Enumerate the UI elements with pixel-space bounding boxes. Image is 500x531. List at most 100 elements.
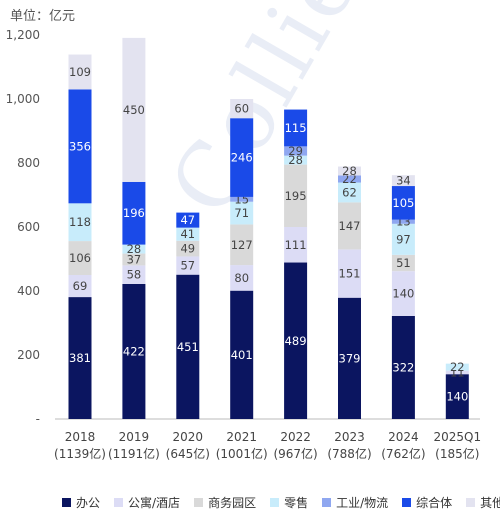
legend-swatch (322, 498, 332, 507)
bar-segment (338, 297, 361, 419)
data-label: 401 (231, 348, 253, 362)
bar-segment (68, 275, 92, 298)
x-tick-sublabel: (1001亿) (216, 446, 268, 461)
bar-segment (122, 244, 146, 254)
legend-label: 公寓/酒店 (128, 496, 181, 510)
bar-segment (230, 224, 254, 266)
legend: 办公 公寓/酒店 商务园区 零售 工业/物流 综合体 其他 (62, 494, 500, 511)
bar-segment (391, 315, 415, 419)
bar-segment (445, 363, 469, 371)
data-label: 57 (180, 259, 195, 273)
y-tick-label: 1,200 (6, 28, 40, 42)
legend-item: 零售 (270, 494, 308, 511)
data-label: 28 (288, 153, 303, 167)
x-tick-sublabel: (645亿) (166, 446, 210, 461)
data-label: 379 (339, 351, 361, 365)
data-label: 22 (342, 172, 357, 186)
bar-segment (230, 201, 254, 225)
x-tick-label: 2023 (334, 430, 365, 444)
data-label: 246 (231, 151, 253, 165)
x-tick-sublabel: (1191亿) (108, 446, 160, 461)
x-tick-sublabel: (788亿) (327, 446, 371, 461)
legend-item: 公寓/酒店 (114, 494, 180, 511)
data-label: 58 (127, 268, 142, 282)
y-tick-label: 800 (17, 156, 40, 170)
data-label: 106 (69, 251, 91, 265)
legend-label: 其他 (480, 496, 500, 510)
x-tick-label: 2022 (280, 430, 311, 444)
data-label: 115 (285, 121, 307, 135)
bar-segment (391, 271, 415, 316)
legend-swatch (270, 498, 280, 507)
data-label: 69 (73, 279, 88, 293)
bar-segment (176, 212, 200, 228)
bar-segment (445, 370, 469, 375)
x-tick-label: 2021 (226, 430, 257, 444)
data-label: 356 (69, 139, 91, 153)
data-label: 47 (180, 213, 195, 227)
bar-segment (391, 254, 415, 272)
bar-segment (68, 54, 92, 90)
data-label: 381 (69, 351, 91, 365)
data-label: 97 (396, 232, 411, 246)
data-label: 147 (339, 219, 361, 233)
bar-segment (284, 155, 308, 165)
bar-segment (391, 223, 415, 255)
legend-swatch (114, 498, 124, 507)
legend-label: 商务园区 (208, 496, 257, 510)
bar-segment (230, 118, 254, 197)
data-label: 109 (69, 65, 91, 79)
legend-label: 零售 (284, 496, 309, 510)
bar-segment (338, 166, 361, 176)
bar-segment (338, 249, 361, 298)
data-label: 118 (69, 215, 91, 229)
unit-label: 单位：亿元 (10, 9, 76, 24)
bar-segment (176, 240, 200, 257)
data-label: 140 (446, 390, 468, 404)
legend-item: 综合体 (402, 494, 452, 511)
bar-segment (391, 175, 415, 187)
data-label: 111 (285, 238, 307, 252)
data-label: 195 (285, 189, 307, 203)
legend-label: 综合体 (416, 496, 453, 510)
data-label: 71 (234, 206, 249, 220)
bar-segment (391, 186, 415, 220)
data-label: 322 (392, 360, 414, 374)
x-tick-sublabel: (1139亿) (54, 446, 106, 461)
y-tick-label: 200 (17, 348, 40, 362)
x-tick-label: 2018 (65, 430, 96, 444)
bar-segment (230, 290, 254, 419)
data-label: 196 (123, 206, 145, 220)
bar-segment (68, 203, 92, 242)
x-tick-sublabel: (185亿) (435, 446, 479, 461)
bar-segment (284, 146, 308, 156)
x-tick-sublabel: (967亿) (273, 446, 317, 461)
data-label: 28 (127, 242, 142, 256)
x-tick-label: 2024 (388, 430, 419, 444)
bar-segment (284, 227, 308, 263)
legend-swatch (194, 498, 204, 507)
legend-label: 办公 (76, 496, 101, 510)
bar-segment (230, 265, 254, 291)
x-tick-label: 2020 (173, 430, 204, 444)
y-tick-label: - (36, 412, 40, 426)
data-label: 37 (127, 252, 142, 266)
data-label: 49 (180, 242, 195, 256)
data-label: 60 (234, 102, 249, 116)
y-tick-label: 600 (17, 220, 40, 234)
bar-segment (284, 262, 308, 419)
legend-label: 工业/物流 (336, 496, 389, 510)
bar-segment (176, 256, 200, 275)
legend-swatch (402, 498, 412, 507)
legend-swatch (62, 498, 71, 507)
legend-swatch (466, 498, 476, 507)
bar-segment (122, 265, 146, 284)
data-label: 34 (396, 174, 411, 188)
data-label: 140 (392, 287, 414, 301)
bar-segment (122, 253, 146, 266)
bar-segment (176, 227, 200, 241)
bar-segment (122, 181, 146, 245)
x-tick-label: 2019 (119, 430, 150, 444)
bar-segment (176, 274, 200, 419)
